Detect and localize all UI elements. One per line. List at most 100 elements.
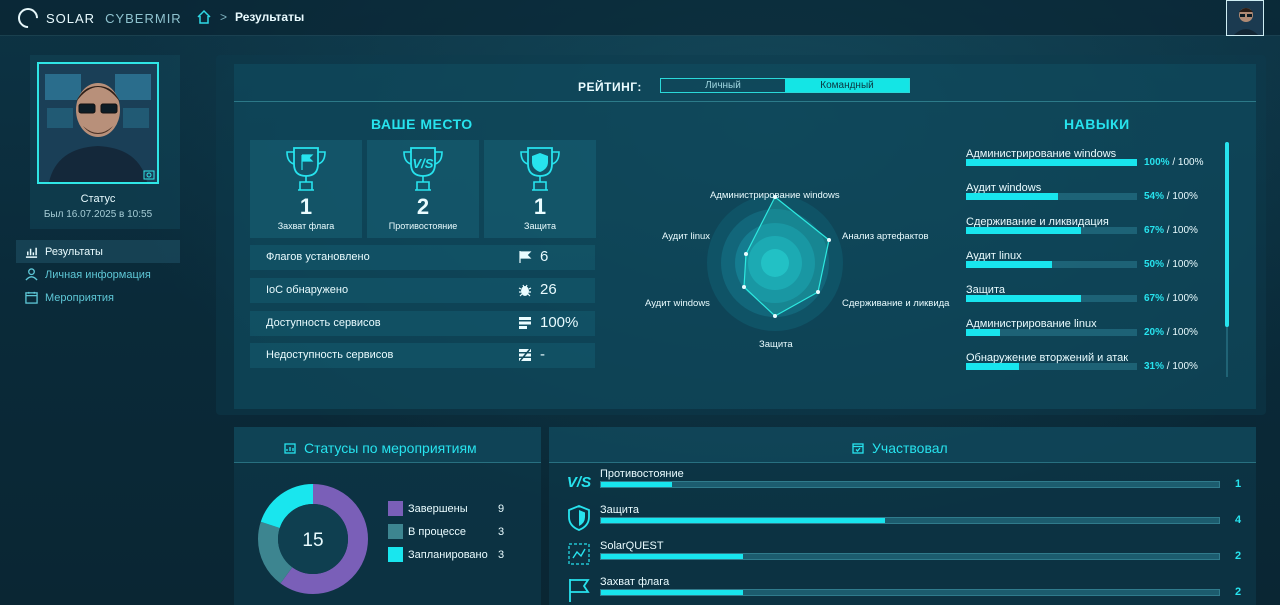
top-bar: SOLAR CYBERMIR > Результаты <box>0 0 1280 36</box>
legend-swatch <box>388 524 403 539</box>
brand-subname: CYBERMIR <box>105 10 182 26</box>
stat-value: 26 <box>540 281 557 298</box>
calendar-chart-icon <box>284 443 296 454</box>
participated-label: SolarQUEST <box>600 540 664 552</box>
sidebar-item-events[interactable]: Мероприятия <box>16 286 180 309</box>
participated-track <box>600 481 1220 488</box>
flag-trophy-icon <box>286 147 326 191</box>
trophy-card-defense: 1 Защита <box>484 140 596 238</box>
donut-total: 15 <box>302 530 323 551</box>
skill-track <box>966 159 1137 166</box>
vs-trophy-icon: V/S <box>403 147 443 191</box>
skill-value: 67% <box>1144 293 1165 304</box>
skills-scrollbar-thumb[interactable] <box>1225 142 1229 327</box>
sidebar-nav: Результаты Личная информация Мероприятия <box>16 240 180 309</box>
trophy-card-versus: V/S 2 Противостояние <box>367 140 479 238</box>
skill-name: Защита <box>966 284 1005 296</box>
skill-track <box>966 193 1137 200</box>
skills-radar-chart <box>707 195 843 331</box>
skill-fill <box>966 159 1137 166</box>
skill-percent: 54% / 100% <box>1144 191 1198 202</box>
statuses-title: Статусы по мероприятиям <box>284 440 477 456</box>
participated-title-text: Участвовал <box>872 440 948 456</box>
breadcrumb-current: Результаты <box>235 10 305 24</box>
home-icon[interactable] <box>196 9 212 25</box>
participated-track <box>600 553 1220 560</box>
skill-fill <box>966 261 1052 268</box>
skill-track <box>966 227 1137 234</box>
skill-track <box>966 295 1137 302</box>
skill-row: Обнаружение вторжений и атак 31% / 100% <box>966 352 1216 380</box>
sidebar-item-label: Личная информация <box>45 268 151 281</box>
skill-track <box>966 329 1137 336</box>
skill-value: 20% <box>1144 327 1165 338</box>
participated-fill <box>601 554 744 559</box>
legend-count: 9 <box>498 503 505 515</box>
legend-swatch <box>388 547 403 562</box>
legend-count: 3 <box>498 549 505 561</box>
radar-point <box>827 238 831 242</box>
trophy-label: Противостояние <box>388 221 458 231</box>
skill-fill <box>966 227 1081 234</box>
quest-icon <box>568 543 590 565</box>
rating-label: РЕЙТИНГ: <box>578 80 642 94</box>
last-seen: Был 16.07.2025 в 10:55 <box>43 209 153 220</box>
skill-value: 67% <box>1144 225 1165 236</box>
calendar-check-icon <box>852 443 864 454</box>
logo-ring-icon <box>13 3 43 33</box>
rating-option-team[interactable]: Командный <box>785 79 909 92</box>
user-icon <box>25 268 38 281</box>
legend-swatch <box>388 501 403 516</box>
statuses-donut-chart: 15 <box>258 484 368 594</box>
rating-toggle: Личный Командный <box>660 78 910 93</box>
skill-percent: 67% / 100% <box>1144 293 1198 304</box>
skill-value: 50% <box>1144 259 1165 270</box>
radar-axis-label: Аудит windows <box>645 298 710 309</box>
radar-ring <box>761 249 789 277</box>
shield-trophy-icon <box>520 147 560 191</box>
camera-icon[interactable] <box>143 168 155 180</box>
legend-in-progress: В процессе 3 <box>388 524 518 540</box>
sidebar-item-personal-info[interactable]: Личная информация <box>16 263 180 286</box>
breadcrumb: > Результаты <box>196 9 304 25</box>
participated-track <box>600 517 1220 524</box>
stat-unavailability: Недоступность сервисов - <box>250 343 595 368</box>
participated-label: Захват флага <box>600 576 670 588</box>
rating-option-personal[interactable]: Личный <box>705 80 741 91</box>
skill-name: Сдерживание и ликвидация <box>966 216 1109 228</box>
user-avatar[interactable] <box>1226 0 1264 36</box>
skill-percent: 31% / 100% <box>1144 361 1198 372</box>
shield-icon <box>568 505 590 531</box>
bug-icon <box>518 284 532 297</box>
skill-track <box>966 261 1137 268</box>
avatar-portrait-icon <box>1227 1 1263 35</box>
radar-axis-label: Администрирование windows <box>710 190 840 201</box>
logo[interactable]: SOLAR CYBERMIR <box>13 3 182 33</box>
participated-count: 2 <box>1235 550 1242 562</box>
stat-availability: Доступность сервисов 100% <box>250 311 595 336</box>
donut-segment-in-progress <box>258 484 368 594</box>
donut-hole <box>278 504 348 574</box>
radar-point <box>744 252 748 256</box>
stat-value: - <box>540 346 545 363</box>
skill-value: 31% <box>1144 361 1165 372</box>
participated-header <box>549 427 1256 463</box>
participated-title: Участвовал <box>852 440 948 456</box>
skill-percent: 50% / 100% <box>1144 259 1198 270</box>
stat-label: IoC обнаружено <box>266 284 349 296</box>
radar-point <box>742 285 746 289</box>
profile-portrait-icon <box>39 64 157 182</box>
skill-name: Администрирование windows <box>966 148 1117 160</box>
skill-max: / 100% <box>1166 361 1198 372</box>
skill-percent: 67% / 100% <box>1144 225 1198 236</box>
participated-count: 4 <box>1235 514 1242 526</box>
trophy-card-ctf: 1 Захват флага <box>250 140 362 238</box>
radar-point <box>773 195 777 199</box>
skill-row: Аудит windows 54% / 100% <box>966 182 1216 210</box>
sidebar-item-results[interactable]: Результаты <box>16 240 180 263</box>
radar-axis-label: Аудит linux <box>662 231 711 242</box>
chart-icon <box>25 247 38 258</box>
radar-axis-label: Защита <box>759 339 793 350</box>
participated-row-versus: V/S Противостояние 1 <box>563 468 1253 500</box>
participated-row-ctf: Захват флага 2 <box>563 576 1253 605</box>
